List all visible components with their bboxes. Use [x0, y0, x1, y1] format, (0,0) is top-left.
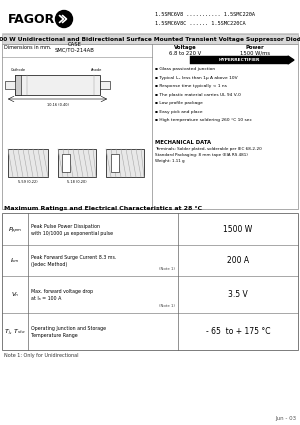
Text: ▪ High temperature soldering 260 °C 10 sec: ▪ High temperature soldering 260 °C 10 s… [155, 118, 252, 122]
Text: Cathode: Cathode [11, 68, 26, 72]
Text: Weight: 1.11 g: Weight: 1.11 g [155, 159, 184, 163]
Bar [106, 149, 144, 177]
Text: Iₛₘ: Iₛₘ [11, 258, 19, 263]
Bar [2, 34, 298, 44]
Bar [8, 149, 48, 177]
Text: Dimensions in mm.: Dimensions in mm. [4, 45, 51, 49]
Text: (Note 1): (Note 1) [159, 267, 175, 271]
Text: Vₙ: Vₙ [12, 292, 18, 297]
Text: Peak Forward Surge Current 8.3 ms.: Peak Forward Surge Current 8.3 ms. [31, 255, 116, 260]
Text: Power: Power [246, 45, 264, 49]
Text: Voltage: Voltage [174, 45, 196, 49]
Text: Operating Junction and Storage: Operating Junction and Storage [31, 326, 106, 331]
Text: at Iₙ = 100 A: at Iₙ = 100 A [31, 296, 62, 301]
Text: ▪ Glass passivated junction: ▪ Glass passivated junction [155, 67, 215, 71]
Text: 1.5SMC6V8 ........... 1.5SMC220A: 1.5SMC6V8 ........... 1.5SMC220A [155, 11, 255, 17]
Bar [62, 154, 70, 172]
Bar [58, 149, 96, 177]
Text: ▪ Easy pick and place: ▪ Easy pick and place [155, 110, 202, 113]
Bar [100, 81, 110, 89]
Text: (Note 1): (Note 1) [159, 304, 175, 308]
Bar [15, 75, 21, 95]
Text: Note 1: Only for Unidirectional: Note 1: Only for Unidirectional [4, 353, 79, 358]
Text: Anode: Anode [92, 68, 103, 72]
Circle shape [56, 11, 73, 28]
Text: ▪ Typical I₂ₓ less than 1μ A above 10V: ▪ Typical I₂ₓ less than 1μ A above 10V [155, 76, 238, 79]
Text: 5.59 (0.22): 5.59 (0.22) [18, 180, 38, 184]
Bar [5, 81, 16, 89]
Text: Maximum Ratings and Electrical Characteristics at 28 °C: Maximum Ratings and Electrical Character… [4, 206, 202, 211]
Text: 200 A: 200 A [227, 256, 249, 265]
Text: CASE
SMC/TO-214AB: CASE SMC/TO-214AB [55, 42, 95, 52]
Text: ▪ Low profile package: ▪ Low profile package [155, 101, 203, 105]
Bar [2, 213, 298, 350]
Text: (Jedec Method): (Jedec Method) [31, 262, 67, 267]
Bar [15, 75, 100, 95]
Text: 5.18 (0.20): 5.18 (0.20) [67, 180, 87, 184]
Polygon shape [288, 56, 294, 64]
Text: Tⱼ, Tₛₜₒ: Tⱼ, Tₛₜₒ [5, 329, 25, 334]
Text: Standard Packaging: 8 mm tape (EIA RS 481): Standard Packaging: 8 mm tape (EIA RS 48… [155, 153, 248, 157]
Text: ▪ The plastic material carries UL 94 V-0: ▪ The plastic material carries UL 94 V-0 [155, 93, 241, 96]
Text: Pₚₚₘ: Pₚₚₘ [9, 227, 21, 232]
Text: MECHANICAL DATA: MECHANICAL DATA [155, 140, 211, 145]
Text: 10.16 (0.40): 10.16 (0.40) [46, 103, 68, 107]
Text: Terminals: Solder plated, solderable per IEC 68-2-20: Terminals: Solder plated, solderable per… [155, 147, 262, 151]
Text: 1500 W/ms: 1500 W/ms [240, 51, 270, 56]
Text: 6.8 to 220 V: 6.8 to 220 V [169, 51, 201, 56]
Text: Max. forward voltage drop: Max. forward voltage drop [31, 289, 93, 294]
Text: Temperature Range: Temperature Range [31, 333, 78, 338]
Text: FAGOR: FAGOR [8, 12, 55, 26]
Text: Jun - 03: Jun - 03 [275, 416, 296, 421]
Bar [2, 44, 298, 209]
Text: 1.5SMC6V8C ...... 1.5SMC220CA: 1.5SMC6V8C ...... 1.5SMC220CA [155, 20, 246, 26]
Text: 1500 W Unidirectional and Bidirectional Surface Mounted Transient Voltage Suppre: 1500 W Unidirectional and Bidirectional … [0, 37, 300, 42]
Text: - 65  to + 175 °C: - 65 to + 175 °C [206, 327, 270, 336]
Text: with 10/1000 μs exponential pulse: with 10/1000 μs exponential pulse [31, 230, 113, 235]
Bar [190, 56, 288, 64]
Text: ▪ Response time typically < 1 ns: ▪ Response time typically < 1 ns [155, 84, 227, 88]
Text: 1500 W: 1500 W [224, 224, 253, 233]
Text: HYPERRECTIFIER: HYPERRECTIFIER [218, 58, 260, 62]
Text: Peak Pulse Power Dissipation: Peak Pulse Power Dissipation [31, 224, 100, 229]
Text: 3.5 V: 3.5 V [228, 290, 248, 299]
Bar [111, 154, 119, 172]
